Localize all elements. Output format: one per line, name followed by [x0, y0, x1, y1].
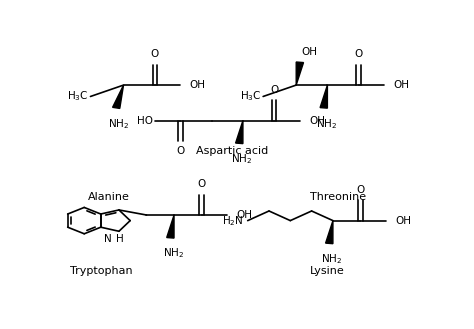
Polygon shape [326, 221, 333, 244]
Text: $\mathregular{NH_2}$: $\mathregular{NH_2}$ [231, 152, 253, 166]
Text: $\mathregular{H_3}$C: $\mathregular{H_3}$C [67, 89, 89, 103]
Text: $\mathregular{NH_2}$: $\mathregular{NH_2}$ [321, 252, 343, 266]
Text: O: O [151, 49, 159, 59]
Text: Tryptophan: Tryptophan [70, 266, 133, 276]
Polygon shape [167, 215, 174, 238]
Polygon shape [236, 120, 243, 144]
Text: OH: OH [309, 115, 325, 126]
Text: O: O [356, 185, 365, 195]
Text: O: O [198, 179, 206, 189]
Text: $\mathregular{H_2}$N: $\mathregular{H_2}$N [222, 214, 244, 228]
Text: OH: OH [237, 210, 253, 220]
Text: H: H [116, 234, 124, 244]
Text: Alanine: Alanine [88, 191, 130, 202]
Text: OH: OH [395, 215, 411, 226]
Text: $\mathregular{NH_2}$: $\mathregular{NH_2}$ [163, 247, 184, 261]
Polygon shape [296, 62, 303, 85]
Polygon shape [113, 85, 124, 109]
Text: OH: OH [301, 47, 318, 57]
Text: HO: HO [137, 115, 153, 126]
Text: O: O [270, 85, 278, 95]
Text: O: O [176, 146, 184, 156]
Text: $\mathregular{NH_2}$: $\mathregular{NH_2}$ [109, 117, 130, 131]
Text: Threonine: Threonine [310, 191, 366, 202]
Polygon shape [320, 85, 328, 108]
Text: N: N [104, 234, 111, 244]
Text: OH: OH [393, 80, 410, 90]
Text: Aspartic acid: Aspartic acid [196, 146, 268, 156]
Text: $\mathregular{H_3}$C: $\mathregular{H_3}$C [240, 89, 261, 103]
Text: OH: OH [190, 80, 206, 90]
Text: Lysine: Lysine [310, 266, 345, 276]
Text: O: O [355, 49, 363, 59]
Text: $\mathregular{NH_2}$: $\mathregular{NH_2}$ [316, 117, 337, 131]
